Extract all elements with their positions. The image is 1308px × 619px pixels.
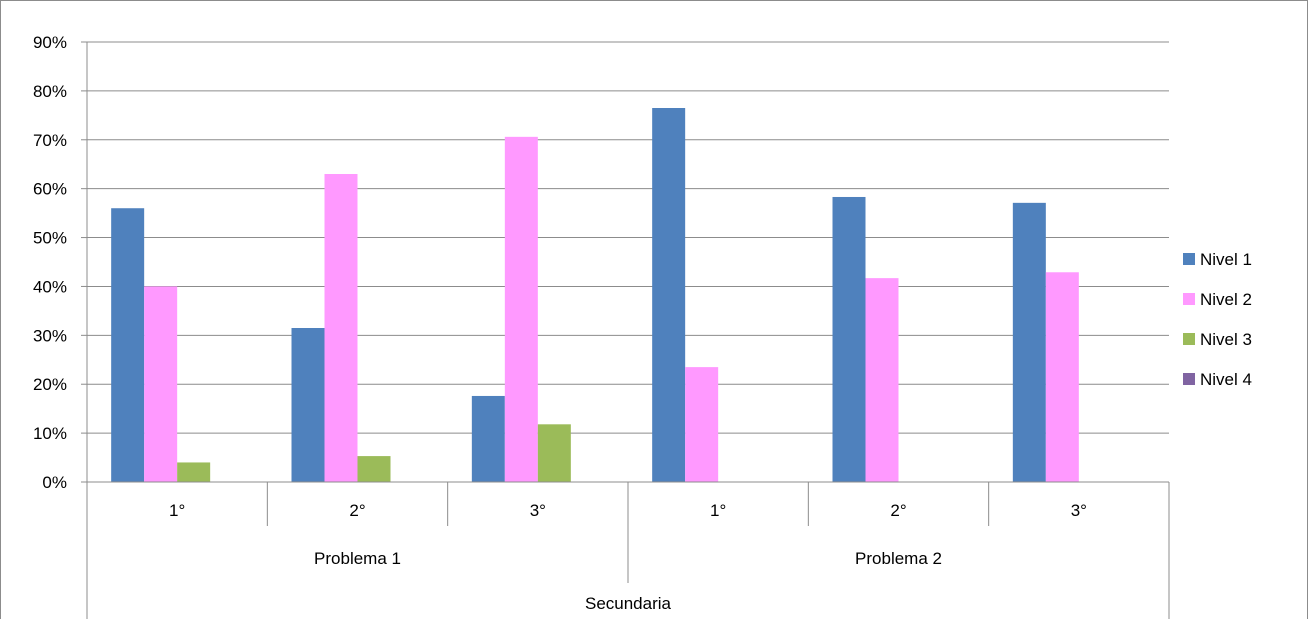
bar — [504, 136, 538, 482]
legend-label: Nivel 4 — [1200, 370, 1252, 389]
x-category-label: 2° — [890, 501, 906, 520]
x-outer-label: Secundaria — [585, 594, 672, 613]
y-tick-label: 20% — [33, 375, 67, 394]
y-tick-label: 80% — [33, 82, 67, 101]
legend-swatch — [1183, 373, 1195, 385]
x-category-label: 1° — [710, 501, 726, 520]
bar — [144, 286, 178, 482]
bar — [471, 395, 505, 482]
bar — [1012, 202, 1046, 482]
bar — [652, 108, 686, 482]
legend-label: Nivel 3 — [1200, 330, 1252, 349]
bar — [832, 196, 866, 482]
bar — [357, 456, 391, 482]
x-category-label: 3° — [1071, 501, 1087, 520]
x-group-label: Problema 1 — [314, 549, 401, 568]
bar — [324, 174, 358, 482]
legend-swatch — [1183, 293, 1195, 305]
x-axis-labels: 1° 2° 3° 1° 2° 3° Problema 1 Problema 2 Secundar… — [169, 501, 1087, 613]
x-group-label: Problema 2 — [855, 549, 942, 568]
legend: Nivel 1 Nivel 2 Nivel 3 Nivel 4 — [1183, 250, 1252, 389]
bar — [685, 367, 719, 482]
x-category-label: 2° — [349, 501, 365, 520]
bar — [865, 278, 899, 482]
y-axis-tick-labels: 0% 10% 20% 30% 40% 50% 60% 70% 80% 90% — [33, 33, 67, 492]
bar — [291, 328, 325, 482]
legend-swatch — [1183, 253, 1195, 265]
y-tick-label: 50% — [33, 229, 67, 248]
axes — [81, 41, 1170, 619]
legend-label: Nivel 1 — [1200, 250, 1252, 269]
y-tick-label: 40% — [33, 277, 67, 296]
bars — [111, 108, 1079, 482]
x-category-label: 3° — [530, 501, 546, 520]
bar — [537, 424, 571, 482]
y-tick-label: 10% — [33, 424, 67, 443]
y-tick-label: 70% — [33, 131, 67, 150]
gridlines — [87, 41, 1169, 434]
x-category-label: 1° — [169, 501, 185, 520]
legend-swatch — [1183, 333, 1195, 345]
bar — [177, 462, 211, 482]
bar — [111, 208, 145, 482]
y-tick-label: 30% — [33, 326, 67, 345]
y-tick-label: 90% — [33, 33, 67, 52]
legend-label: Nivel 2 — [1200, 290, 1252, 309]
y-tick-label: 0% — [42, 473, 67, 492]
bar — [1045, 272, 1079, 482]
y-tick-label: 60% — [33, 180, 67, 199]
